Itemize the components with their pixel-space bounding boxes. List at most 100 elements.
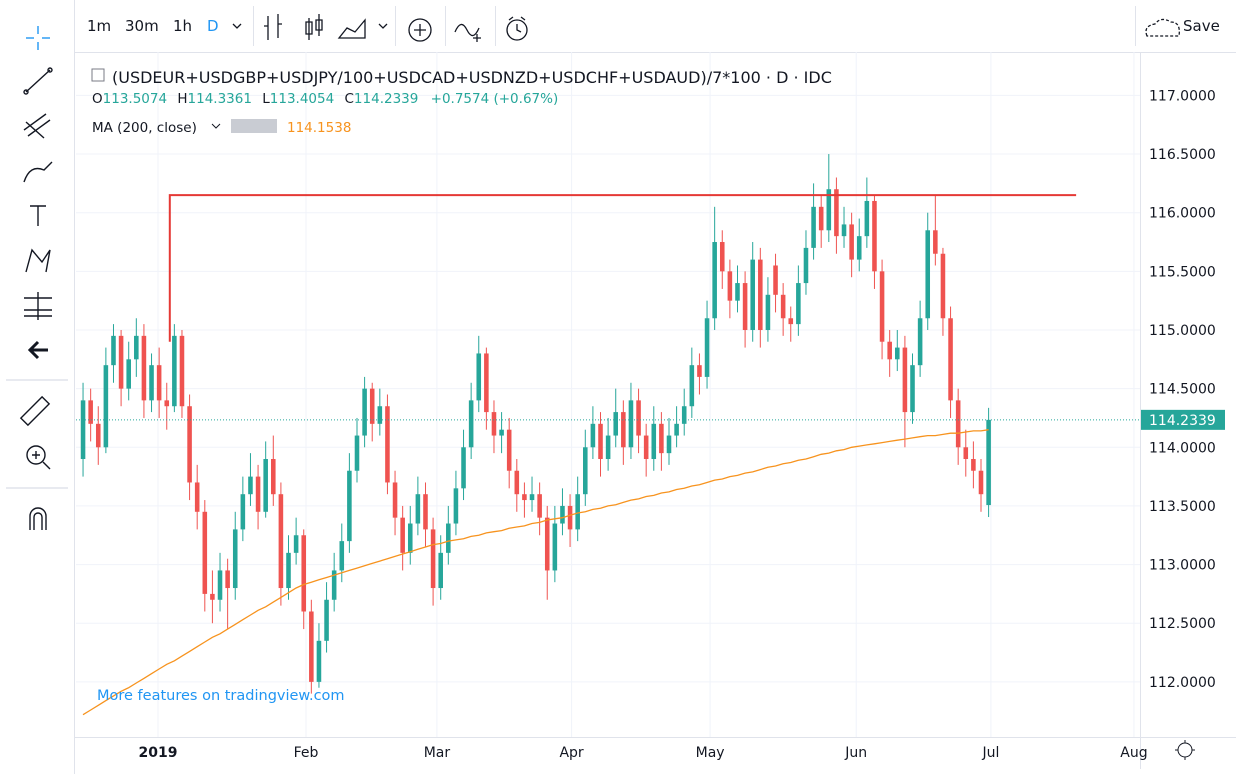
candles-icon[interactable] <box>305 14 323 40</box>
alert-icon[interactable] <box>506 19 528 41</box>
ohlc-value: 113.5074 <box>103 91 167 107</box>
candle-body <box>567 505 573 530</box>
candle-body <box>674 423 679 436</box>
trend-line-icon[interactable] <box>23 67 53 95</box>
candle-body <box>286 552 291 589</box>
candle-body <box>788 318 794 325</box>
candle-body <box>590 423 596 448</box>
candle-body <box>933 230 938 254</box>
candle-body <box>385 406 390 483</box>
separator <box>445 6 446 46</box>
crosshair-icon[interactable] <box>26 26 50 50</box>
candle-body <box>499 429 504 436</box>
candle-body <box>362 388 367 436</box>
grid <box>76 52 1140 737</box>
text-icon[interactable] <box>30 205 46 226</box>
price-axis-border <box>1140 52 1141 769</box>
interval-button[interactable]: 1m <box>87 17 112 35</box>
candle-body <box>354 435 360 471</box>
indicator-controls[interactable] <box>231 119 277 133</box>
candle-body <box>202 511 208 594</box>
candle-body <box>621 412 626 448</box>
zoom-icon[interactable] <box>26 445 51 470</box>
candle-body <box>750 259 755 330</box>
dropdown-icon[interactable] <box>378 23 388 29</box>
candle-body <box>347 470 352 542</box>
candle-body <box>453 488 459 524</box>
candle-body <box>758 259 763 330</box>
y-tick-label: 112.5000 <box>1149 616 1216 632</box>
y-tick-label: 117.0000 <box>1149 88 1216 104</box>
x-tick-label: Mar <box>424 745 451 761</box>
back-icon[interactable] <box>27 340 48 360</box>
dropdown-icon[interactable] <box>232 23 242 29</box>
candle-body <box>948 318 953 401</box>
candle-body <box>316 640 322 682</box>
ruler-icon[interactable] <box>19 395 51 427</box>
x-tick-label: May <box>696 745 725 761</box>
indicator-value: 114.1538 <box>287 120 351 136</box>
interval-button[interactable]: D <box>207 17 219 35</box>
y-tick-label: 114.0000 <box>1149 440 1216 456</box>
magnet-icon[interactable] <box>29 507 47 530</box>
candle-body <box>765 294 771 330</box>
candle-body <box>156 365 162 401</box>
candle-body <box>537 494 542 518</box>
candle-body <box>339 541 345 571</box>
cloud-icon[interactable] <box>1145 18 1180 37</box>
candle-body <box>179 335 185 407</box>
candle-body <box>103 365 109 448</box>
brush-icon[interactable] <box>23 161 53 183</box>
settings-icon[interactable] <box>1175 740 1195 760</box>
candle-body <box>963 447 969 460</box>
watermark[interactable]: More features on tradingview.com <box>97 688 345 704</box>
candle-body <box>164 400 170 407</box>
x-tick-label: Feb <box>294 745 319 761</box>
ohlc-value: 114.3361 <box>188 91 252 107</box>
indicator-icon[interactable] <box>408 18 432 42</box>
area-icon[interactable] <box>337 18 366 39</box>
y-tick-label: 114.5000 <box>1149 382 1216 398</box>
candle-body <box>712 242 717 319</box>
plot <box>76 154 1140 716</box>
compare-icon[interactable] <box>454 23 481 42</box>
separator <box>495 6 496 46</box>
candle-body <box>917 318 923 366</box>
candle-body <box>773 265 778 295</box>
ohlc-value: 114.2339 <box>354 91 418 107</box>
candle-body <box>887 341 892 360</box>
candle-body <box>172 335 177 407</box>
candle-body <box>225 570 230 589</box>
ohlc-label: O <box>92 91 103 107</box>
candle-body <box>476 353 482 401</box>
candle-body <box>415 494 421 524</box>
candle-body <box>735 283 740 301</box>
bars-icon[interactable] <box>264 14 282 40</box>
dropdown-icon[interactable] <box>211 123 221 129</box>
ohlc-value: 113.4054 <box>270 91 334 107</box>
measure-icon[interactable] <box>24 292 52 320</box>
pattern-icon[interactable] <box>25 248 51 273</box>
candle-body <box>986 419 991 506</box>
candle-body <box>628 400 634 448</box>
candle-body <box>95 423 101 448</box>
separator <box>395 6 396 46</box>
candle-body <box>940 253 946 319</box>
candle-body <box>232 529 238 589</box>
candle-body <box>377 406 383 424</box>
interval-button[interactable]: 1h <box>173 17 193 35</box>
candle-body <box>240 494 246 530</box>
collapse-box[interactable] <box>91 68 105 82</box>
interval-button[interactable]: 30m <box>125 17 159 35</box>
candle-body <box>88 400 93 424</box>
candle-body <box>651 423 657 460</box>
candle-body <box>681 406 687 424</box>
ohlc-label: C <box>344 91 353 107</box>
candle-body <box>331 570 337 600</box>
fib-icon[interactable] <box>23 113 51 139</box>
candle-body <box>491 412 497 436</box>
save-button[interactable]: Save <box>1183 17 1220 35</box>
candle-body <box>141 335 147 401</box>
